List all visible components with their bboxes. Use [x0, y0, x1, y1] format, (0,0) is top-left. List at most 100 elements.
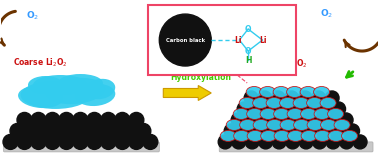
- Text: Coarse Li$_2$O$_2$: Coarse Li$_2$O$_2$: [12, 56, 67, 69]
- Circle shape: [305, 124, 319, 138]
- Ellipse shape: [288, 130, 304, 141]
- Circle shape: [59, 134, 74, 149]
- Ellipse shape: [293, 97, 309, 108]
- Circle shape: [339, 113, 353, 127]
- Ellipse shape: [33, 75, 88, 95]
- Circle shape: [17, 112, 32, 127]
- Ellipse shape: [334, 119, 350, 130]
- Circle shape: [232, 135, 246, 149]
- Circle shape: [73, 112, 88, 127]
- Circle shape: [38, 123, 53, 138]
- Ellipse shape: [85, 79, 115, 99]
- Ellipse shape: [287, 108, 303, 119]
- Circle shape: [265, 124, 279, 138]
- Ellipse shape: [314, 108, 330, 119]
- Ellipse shape: [239, 97, 255, 108]
- Circle shape: [272, 113, 286, 127]
- Circle shape: [313, 135, 327, 149]
- Circle shape: [318, 102, 332, 116]
- Circle shape: [94, 123, 109, 138]
- Ellipse shape: [307, 97, 322, 108]
- Text: O$_2$: O$_2$: [320, 7, 333, 20]
- Ellipse shape: [18, 86, 63, 108]
- Ellipse shape: [328, 130, 344, 141]
- Ellipse shape: [294, 119, 310, 130]
- Circle shape: [45, 112, 60, 127]
- Text: Fine Li$_2$O$_2$: Fine Li$_2$O$_2$: [264, 57, 308, 69]
- Circle shape: [45, 134, 60, 149]
- Circle shape: [251, 124, 265, 138]
- Circle shape: [129, 112, 144, 127]
- Ellipse shape: [28, 76, 63, 94]
- Circle shape: [305, 102, 319, 116]
- Circle shape: [278, 124, 292, 138]
- Ellipse shape: [342, 130, 358, 141]
- Circle shape: [245, 135, 259, 149]
- Ellipse shape: [253, 97, 269, 108]
- Circle shape: [66, 123, 81, 138]
- Circle shape: [311, 91, 325, 105]
- Circle shape: [245, 113, 259, 127]
- Circle shape: [285, 113, 299, 127]
- Circle shape: [312, 113, 326, 127]
- Ellipse shape: [287, 86, 303, 97]
- Circle shape: [238, 124, 252, 138]
- FancyBboxPatch shape: [219, 142, 373, 152]
- Circle shape: [258, 113, 272, 127]
- Circle shape: [332, 124, 346, 138]
- Circle shape: [264, 102, 278, 116]
- Circle shape: [285, 91, 299, 105]
- Circle shape: [291, 124, 305, 138]
- FancyArrow shape: [163, 86, 211, 101]
- Text: Li: Li: [235, 35, 242, 45]
- Circle shape: [159, 14, 211, 66]
- Ellipse shape: [58, 74, 103, 92]
- Circle shape: [231, 113, 245, 127]
- Circle shape: [73, 134, 88, 149]
- FancyBboxPatch shape: [3, 142, 159, 152]
- Circle shape: [122, 123, 137, 138]
- Ellipse shape: [260, 108, 276, 119]
- Circle shape: [31, 134, 46, 149]
- Circle shape: [17, 134, 32, 149]
- Ellipse shape: [321, 119, 336, 130]
- Circle shape: [115, 134, 130, 149]
- Circle shape: [10, 123, 25, 138]
- Ellipse shape: [253, 119, 269, 130]
- Circle shape: [286, 135, 300, 149]
- Ellipse shape: [328, 108, 344, 119]
- Circle shape: [136, 123, 151, 138]
- Ellipse shape: [220, 130, 236, 141]
- Circle shape: [277, 102, 291, 116]
- Circle shape: [101, 112, 116, 127]
- Ellipse shape: [273, 86, 289, 97]
- Circle shape: [271, 91, 285, 105]
- Circle shape: [59, 112, 74, 127]
- Ellipse shape: [46, 78, 105, 104]
- Circle shape: [291, 102, 305, 116]
- Ellipse shape: [20, 81, 90, 109]
- Circle shape: [24, 123, 39, 138]
- Ellipse shape: [307, 119, 323, 130]
- Text: H: H: [245, 56, 251, 65]
- Circle shape: [31, 112, 46, 127]
- Circle shape: [251, 102, 265, 116]
- Ellipse shape: [266, 97, 282, 108]
- Ellipse shape: [260, 86, 276, 97]
- Circle shape: [108, 123, 123, 138]
- Circle shape: [3, 134, 18, 149]
- Circle shape: [143, 134, 158, 149]
- Ellipse shape: [247, 108, 263, 119]
- Circle shape: [319, 124, 333, 138]
- Ellipse shape: [261, 130, 277, 141]
- Ellipse shape: [301, 108, 317, 119]
- Ellipse shape: [240, 119, 256, 130]
- Ellipse shape: [280, 119, 296, 130]
- Ellipse shape: [234, 130, 250, 141]
- Ellipse shape: [233, 108, 249, 119]
- Ellipse shape: [76, 84, 115, 106]
- Circle shape: [272, 135, 286, 149]
- Circle shape: [129, 134, 144, 149]
- Ellipse shape: [226, 119, 242, 130]
- Circle shape: [325, 113, 339, 127]
